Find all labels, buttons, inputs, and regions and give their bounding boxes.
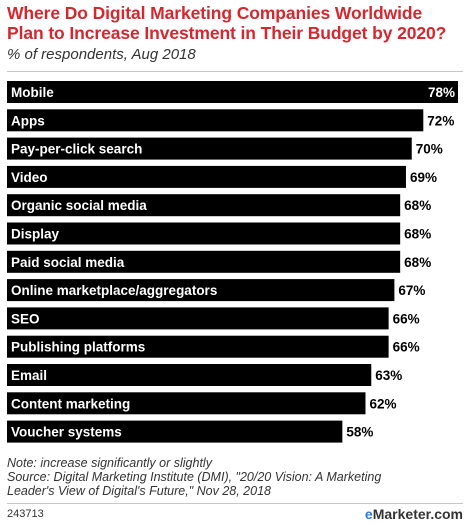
bar-chart: Mobile 78% Apps 72% Pay-per-click search 70% V… [7,81,458,443]
category-label: Pay-per-click search [11,142,142,157]
value-label: 78% [428,85,455,100]
bar-8 [7,307,389,330]
bar-7 [7,279,395,302]
category-label: Email [11,368,47,383]
category-label: Paid social media [11,255,125,270]
value-label: 70% [416,142,443,157]
note-text: Note: increase significantly or slightly [7,456,212,470]
value-label: 72% [427,113,454,128]
category-label: Online marketplace/aggregators [11,283,217,298]
bottom-divider [7,503,463,504]
value-label: 67% [398,283,425,298]
bar-11 [7,392,366,415]
bar-2 [7,137,412,160]
category-label: Mobile [11,85,54,100]
value-label: 68% [404,255,431,270]
source-line-1: Source: Digital Marketing Institute (DMI… [7,470,382,484]
value-label: 69% [410,170,437,185]
bar-10 [7,364,372,386]
emarketer-logo: eMarketer.com [365,506,463,522]
category-label: Organic social media [11,198,147,213]
top-divider [7,71,463,72]
category-label: Video [11,170,48,185]
bar-12 [7,420,343,443]
value-label: 63% [375,368,402,383]
bar-4 [7,194,401,217]
brand-prefix: e [364,506,373,522]
value-label: 68% [404,198,431,213]
bar-0 [7,81,458,103]
category-label: Publishing platforms [11,340,145,355]
chart-subtitle: % of respondents, Aug 2018 [7,46,196,63]
category-label: Voucher systems [11,425,122,440]
brand-rest: Marketer [372,506,431,522]
category-label: Content marketing [11,396,130,411]
value-label: 66% [393,340,420,355]
bar-1 [7,109,424,132]
category-label: Apps [11,113,45,128]
bar-5 [7,222,401,245]
bar-9 [7,335,389,358]
source-line-2: Leader's View of Digital's Future," Nov … [7,484,271,498]
chart-id: 243713 [7,508,44,520]
brand-suffix: .com [430,506,463,522]
value-label: 58% [346,425,373,440]
chart-notes: Note: increase significantly or slightly… [7,456,463,498]
value-label: 66% [393,311,420,326]
bar-6 [7,250,401,273]
chart-title: Where Do Digital Marketing Companies Wor… [7,3,447,43]
value-label: 68% [404,227,431,242]
category-label: Display [11,227,60,242]
bar-3 [7,165,406,188]
value-label: 62% [369,396,396,411]
category-label: SEO [11,311,40,326]
